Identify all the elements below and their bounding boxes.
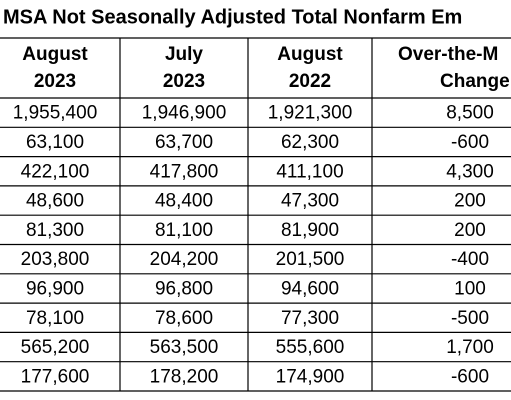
cell: 422,100 [21,161,90,182]
cell: 63,700 [155,132,213,153]
cell: 96,800 [155,278,213,299]
cell: -600 [451,366,489,387]
cell: -500 [451,308,489,329]
cell: 81,300 [26,220,84,241]
cell: 178,200 [150,366,219,387]
column-header: August [22,44,88,65]
cell: 200 [454,220,486,241]
cell: 81,900 [281,220,339,241]
column-header: 2023 [163,71,205,92]
cell: 63,100 [26,132,84,153]
cell: 78,600 [155,308,213,329]
cell: 78,100 [26,308,84,329]
cell: 174,900 [276,366,345,387]
cell: 62,300 [281,132,339,153]
cell: 47,300 [281,191,339,212]
column-header: August [277,44,343,65]
cell: 100 [454,278,486,299]
column-header: 2022 [289,71,331,92]
column-header: Over-the-M [398,44,498,65]
cell: 411,100 [276,161,343,182]
cell: 1,946,900 [142,103,227,124]
cell: 563,500 [150,337,219,358]
cell: 417,800 [150,161,219,182]
cell: 96,900 [26,278,84,299]
table-title: MSA Not Seasonally Adjusted Total Nonfar… [3,6,462,28]
cell: 81,100 [155,220,213,241]
cell: 1,955,400 [13,103,98,124]
cell: 177,600 [21,366,90,387]
column-header: 2023 [34,71,76,92]
cell: 48,400 [155,191,213,212]
cell: 201,500 [276,249,345,270]
cell: 48,600 [26,191,84,212]
cell: 203,800 [21,249,90,270]
cell: 565,200 [21,337,90,358]
cell: -600 [451,132,489,153]
cell: 1,921,300 [268,103,353,124]
cell: 4,300 [446,161,494,182]
column-header: Change [440,71,510,92]
cell: 94,600 [281,278,339,299]
cell: 200 [454,191,486,212]
cell: 77,300 [281,308,339,329]
cell: 1,700 [446,337,494,358]
cell: 204,200 [150,249,219,270]
column-header: July [165,44,203,65]
cell: 8,500 [446,103,494,124]
cell: 555,600 [276,337,345,358]
cell: -400 [451,249,489,270]
